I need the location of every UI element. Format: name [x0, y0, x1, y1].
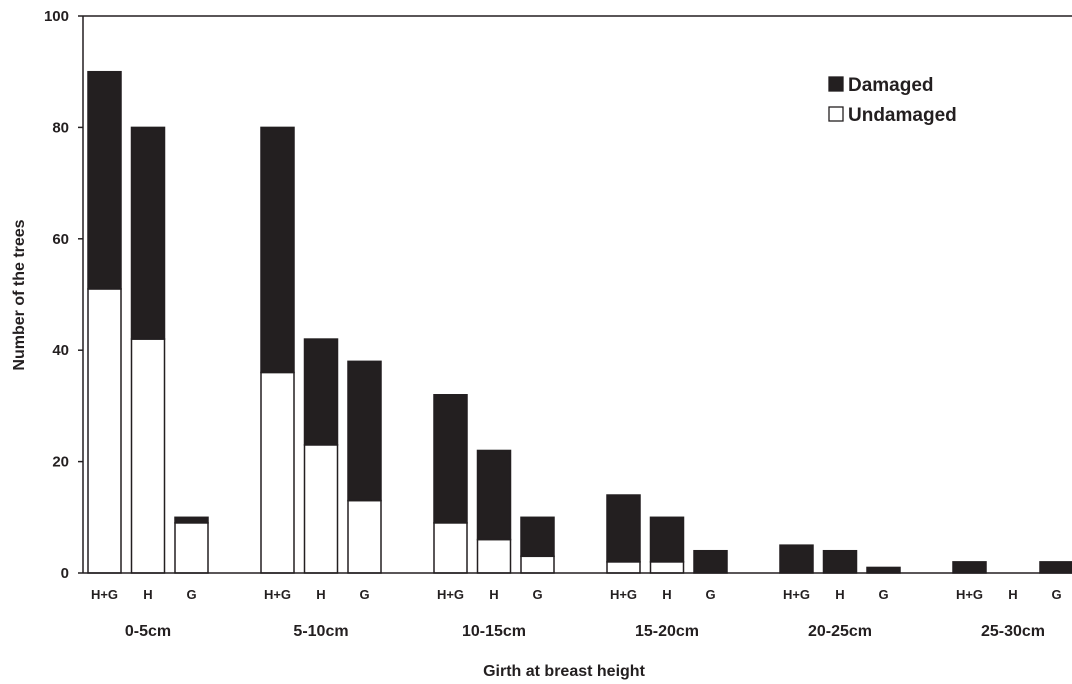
bar-damaged-0-1: [130, 126, 166, 340]
subcategory-label-0-0: H+G: [91, 587, 118, 602]
subcategory-label-1-0: H+G: [264, 587, 291, 602]
bar-undamaged-1-1: [303, 444, 339, 574]
subcategory-label-5-0: H+G: [956, 587, 983, 602]
bars-layer: [87, 70, 1072, 574]
bar-undamaged-2-1: [476, 538, 512, 574]
x-axis-title: Girth at breast height: [483, 663, 645, 680]
subcategory-label-1-1: H: [316, 587, 325, 602]
subcategory-label-4-0: H+G: [783, 587, 810, 602]
bar-damaged-3-0: [606, 494, 641, 563]
bar-damaged-4-0: [779, 544, 814, 574]
bar-undamaged-1-2: [347, 499, 382, 574]
bar-undamaged-0-1: [130, 338, 166, 574]
subcategory-label-0-1: H: [143, 587, 152, 602]
group-label-0: 0-5cm: [125, 623, 171, 640]
y-tick-label-0: 0: [61, 565, 69, 582]
bar-damaged-4-1: [822, 549, 858, 574]
legend-swatch-undamaged: [828, 106, 844, 122]
bar-damaged-1-2: [347, 360, 382, 502]
y-tick-label-5: 100: [44, 8, 69, 25]
bar-damaged-3-1: [649, 516, 685, 563]
group-label-2: 10-15cm: [462, 623, 526, 640]
subcategory-label-0-2: G: [186, 587, 196, 602]
group-label-5: 25-30cm: [981, 623, 1045, 640]
legend-label-undamaged: Undamaged: [848, 105, 957, 126]
y-tick-label-1: 20: [52, 454, 69, 471]
y-tick-label-3: 60: [52, 231, 69, 248]
bar-undamaged-0-2: [174, 522, 209, 574]
bar-damaged-5-2: [1039, 561, 1072, 574]
subcategory-label-1-2: G: [359, 587, 369, 602]
bar-undamaged-2-2: [520, 555, 555, 574]
subcategory-labels: H+G H G H+G H G H+G H G H+G H G H+G H G H+G H G: [91, 587, 1062, 602]
group-label-1: 5-10cm: [293, 623, 348, 640]
legend: Damaged Undamaged: [828, 75, 957, 126]
axes-layer: [82, 15, 1072, 574]
group-label-3: 15-20cm: [635, 623, 699, 640]
bar-undamaged-0-0: [87, 288, 122, 574]
bar-damaged-2-1: [476, 449, 512, 541]
y-tick-label-2: 40: [52, 342, 69, 359]
subcategory-label-2-2: G: [532, 587, 542, 602]
bar-undamaged-2-0: [433, 522, 468, 574]
subcategory-label-5-1: H: [1008, 587, 1017, 602]
subcategory-label-3-0: H+G: [610, 587, 637, 602]
bar-damaged-0-2: [174, 516, 209, 524]
subcategory-label-4-2: G: [878, 587, 888, 602]
bar-damaged-1-1: [303, 338, 339, 446]
bar-damaged-0-0: [87, 70, 122, 290]
y-axis-title: Number of the trees: [11, 219, 28, 370]
legend-label-damaged: Damaged: [848, 75, 934, 96]
subcategory-label-4-1: H: [835, 587, 844, 602]
bar-undamaged-3-0: [606, 561, 641, 574]
bar-damaged-1-0: [260, 126, 295, 374]
legend-swatch-damaged: [828, 76, 844, 92]
bar-damaged-2-2: [520, 516, 555, 558]
y-tick-labels: 0 20 40 60 80 100: [44, 8, 83, 582]
subcategory-label-2-0: H+G: [437, 587, 464, 602]
group-label-4: 20-25cm: [808, 623, 872, 640]
bar-damaged-4-2: [866, 566, 901, 574]
bar-undamaged-3-1: [649, 561, 685, 574]
subcategory-label-2-1: H: [489, 587, 498, 602]
bar-damaged-5-0: [952, 561, 987, 574]
subcategory-label-3-1: H: [662, 587, 671, 602]
bar-damaged-2-0: [433, 394, 468, 524]
group-labels: 0-5cm 5-10cm 10-15cm 15-20cm 20-25cm 25-30cm: [125, 623, 1045, 640]
y-tick-label-4: 80: [52, 119, 69, 136]
subcategory-label-3-2: G: [705, 587, 715, 602]
bar-undamaged-1-0: [260, 371, 295, 574]
bar-damaged-3-2: [693, 549, 728, 574]
subcategory-label-5-2: G: [1051, 587, 1061, 602]
